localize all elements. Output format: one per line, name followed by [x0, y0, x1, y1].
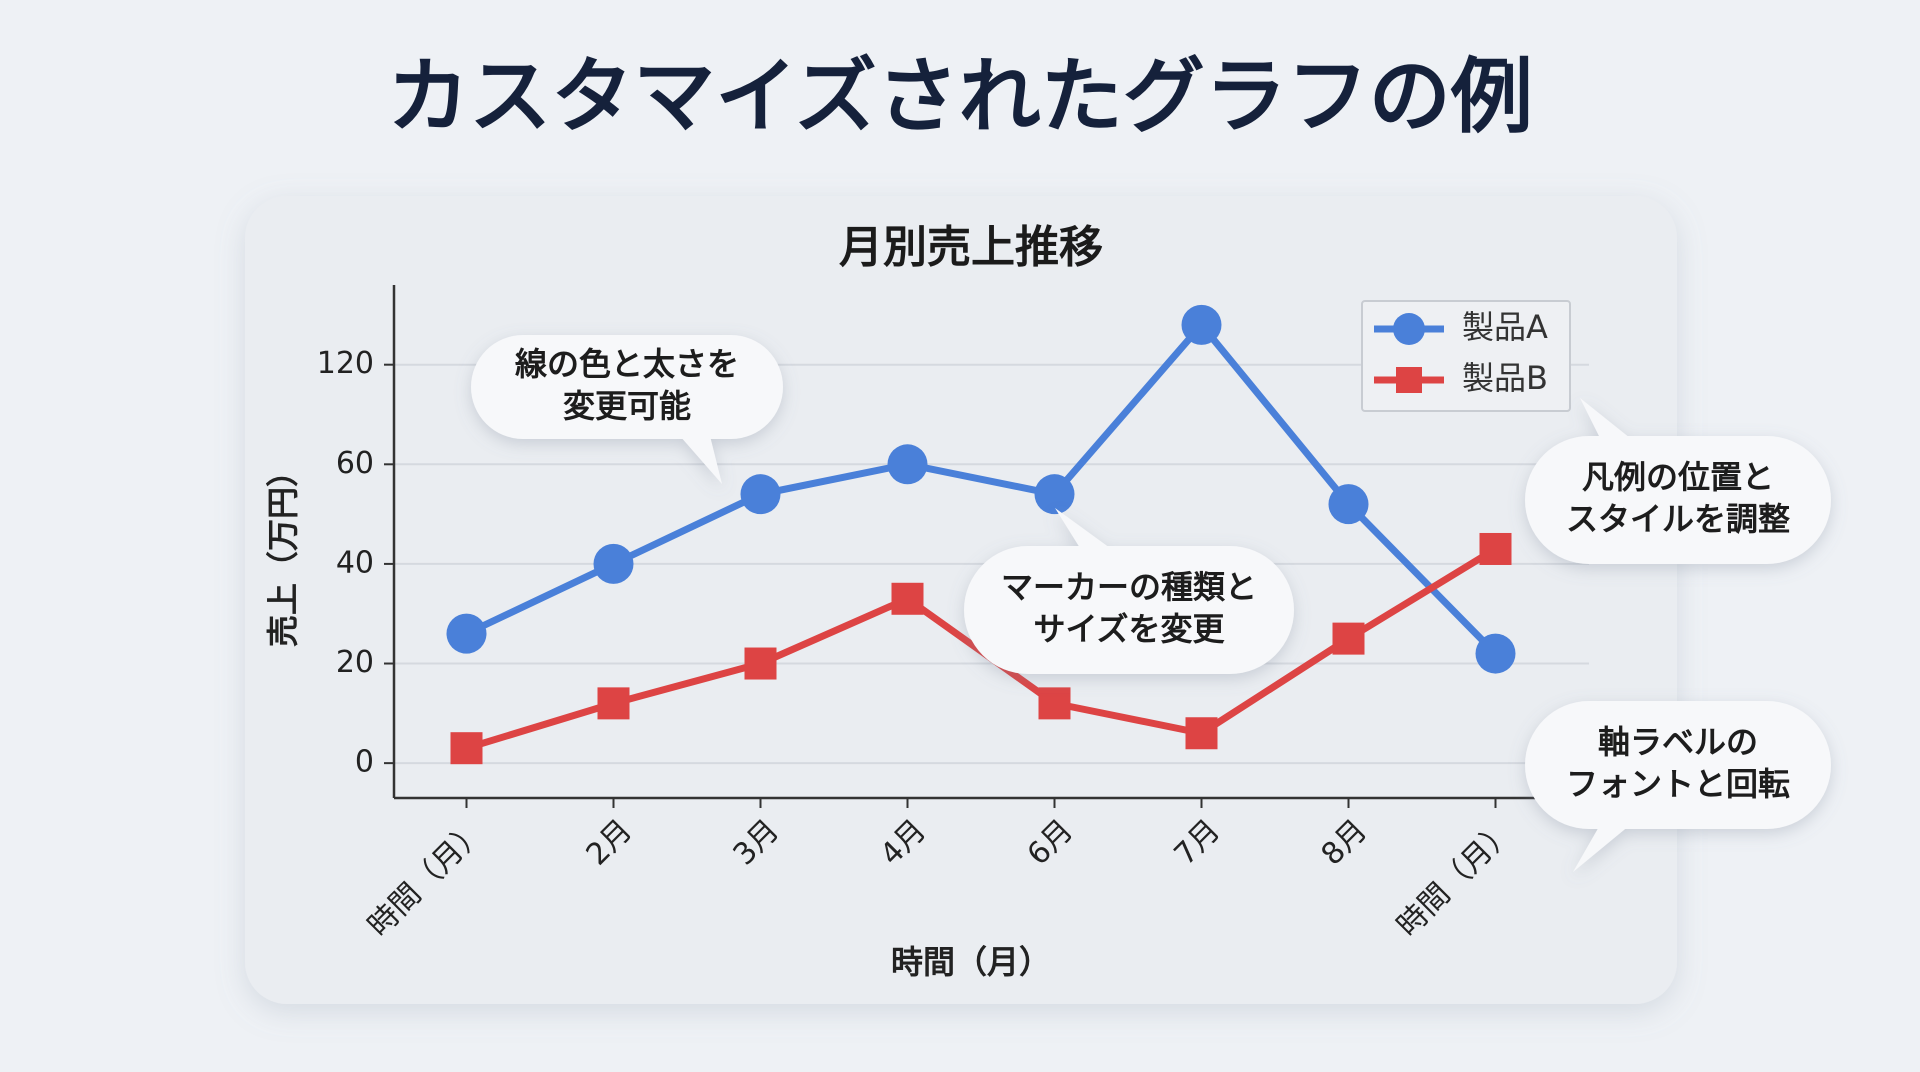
callout-tail — [1055, 508, 1110, 548]
marker — [740, 474, 781, 515]
callout-text: スタイルを調整 — [1566, 500, 1790, 538]
callout-text: 軸ラベルの — [1598, 723, 1758, 761]
callout-text: フォントと回転 — [1566, 765, 1790, 803]
marker — [891, 582, 924, 615]
marker — [446, 613, 487, 654]
marker — [597, 687, 630, 720]
legend-marker — [1396, 367, 1422, 393]
callout — [1525, 701, 1831, 872]
marker — [1332, 622, 1365, 655]
callout-bubble — [964, 546, 1294, 674]
legend-marker — [1393, 313, 1425, 345]
y-tick-label: 120 — [317, 346, 374, 381]
x-axis-label: 時間（月） — [891, 943, 1051, 981]
marker — [1181, 304, 1222, 345]
y-tick-label: 20 — [336, 645, 374, 680]
marker — [1479, 532, 1512, 565]
chart-title: 月別売上推移 — [839, 222, 1103, 273]
marker — [450, 732, 483, 765]
marker — [593, 543, 634, 584]
series-line — [465, 321, 1498, 657]
callout — [964, 508, 1294, 674]
y-tick-label: 40 — [336, 545, 374, 580]
legend-label: 製品B — [1462, 359, 1548, 397]
callout-bubble — [471, 335, 783, 439]
y-axis-label: 売上（万円） — [264, 455, 302, 647]
callout-text: 変更可能 — [563, 387, 691, 425]
y-tick-label: 60 — [336, 446, 374, 481]
callout-tail — [680, 436, 722, 484]
callout-text: 線の色と太さを — [515, 345, 739, 383]
legend: 製品A 製品B — [1361, 300, 1571, 412]
callout-text: サイズを変更 — [1033, 610, 1225, 648]
callout — [471, 335, 783, 484]
callout-text: 凡例の位置と — [1582, 458, 1774, 496]
callout-tail — [1580, 398, 1630, 438]
marker — [1185, 717, 1218, 750]
callout-tail — [1573, 825, 1630, 872]
marker — [1038, 687, 1071, 720]
marker — [1034, 474, 1075, 515]
marker — [744, 647, 777, 680]
callout-bubble — [1525, 701, 1831, 829]
marker — [1475, 633, 1516, 674]
callout-text: マーカーの種類と — [1001, 568, 1257, 606]
y-tick-label: 0 — [355, 745, 374, 780]
legend-label: 製品A — [1462, 308, 1548, 346]
page-title: カスタマイズされたグラフの例 — [387, 49, 1533, 144]
callout — [1525, 398, 1831, 564]
callout-bubble — [1525, 436, 1831, 564]
marker — [1328, 484, 1369, 525]
marker — [887, 444, 928, 485]
